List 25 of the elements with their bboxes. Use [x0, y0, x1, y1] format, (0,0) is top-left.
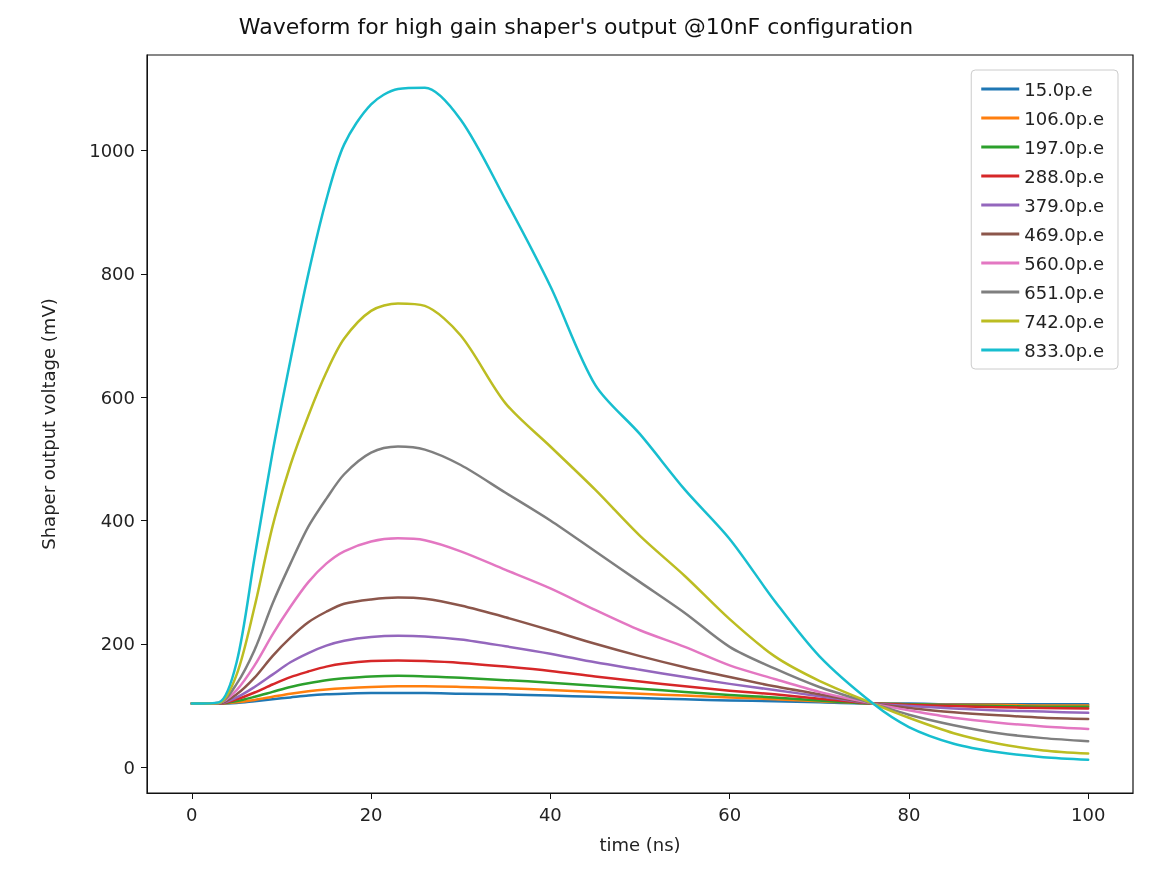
y-axis-title: Shaper output voltage (mV) [37, 298, 59, 550]
x-axis-title: time (ns) [599, 833, 681, 855]
y-tick-label: 200 [100, 633, 135, 655]
legend-label: 288.0p.e [1024, 165, 1105, 187]
legend-label: 651.0p.e [1024, 281, 1105, 303]
x-tick-label: 40 [538, 803, 562, 825]
y-tick-label: 600 [100, 386, 135, 408]
x-tick-label: 80 [897, 803, 921, 825]
y-tick-label: 400 [100, 509, 135, 531]
legend-label: 106.0p.e [1024, 107, 1105, 129]
legend-label: 833.0p.e [1024, 339, 1105, 361]
x-tick-label: 0 [186, 803, 198, 825]
legend-label: 197.0p.e [1024, 136, 1105, 158]
x-tick-label: 20 [359, 803, 383, 825]
chart-title: Waveform for high gain shaper's output @10nF configuration [238, 13, 914, 39]
legend-label: 742.0p.e [1024, 310, 1105, 332]
legend-label: 379.0p.e [1024, 194, 1105, 216]
x-tick-label: 60 [718, 803, 742, 825]
y-tick-label: 1000 [89, 140, 135, 162]
legend-label: 15.0p.e [1024, 78, 1093, 100]
x-tick-label: 100 [1071, 803, 1106, 825]
y-tick-label: 800 [100, 263, 135, 285]
legend-label: 560.0p.e [1024, 252, 1105, 274]
legend-label: 469.0p.e [1024, 223, 1105, 245]
y-tick-label: 0 [123, 756, 135, 778]
